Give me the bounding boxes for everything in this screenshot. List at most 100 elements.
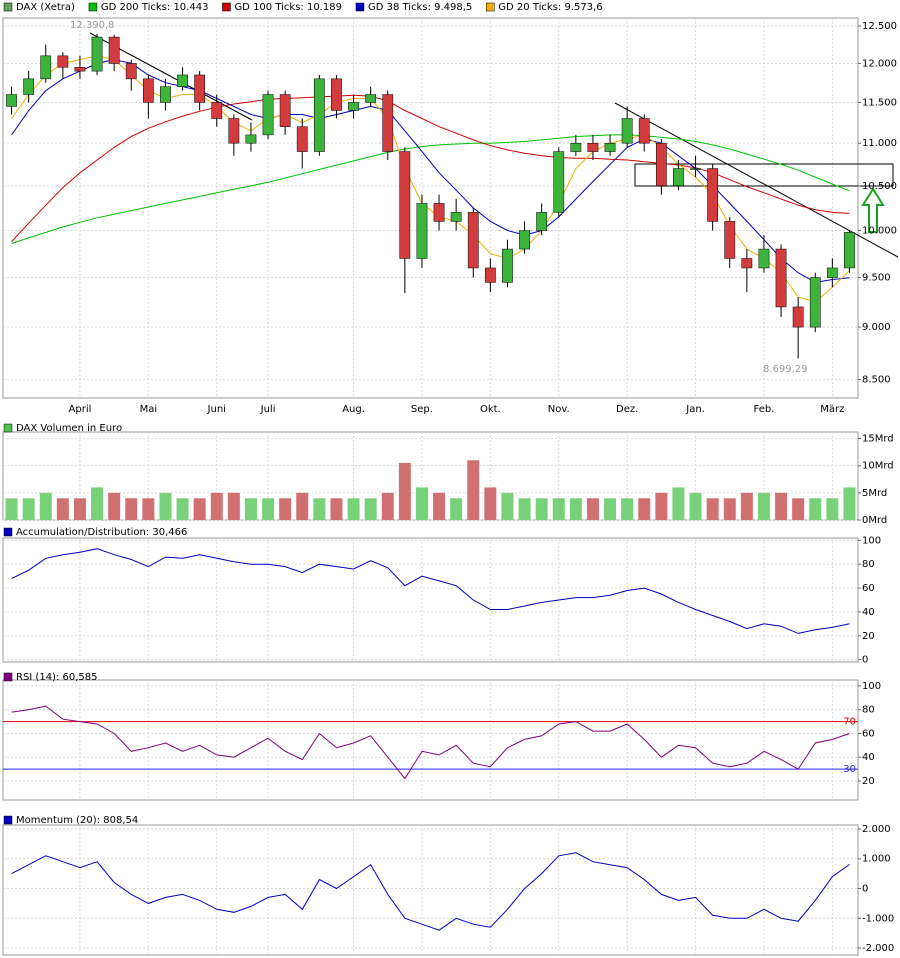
y-tick-label: 80 <box>862 705 875 716</box>
y-tick-label: 2.000 <box>862 824 891 835</box>
candle-body <box>775 248 787 308</box>
bar <box>843 487 856 520</box>
candle-body <box>638 118 650 144</box>
x-tick-label: Mai <box>140 404 158 415</box>
x-tick-label: Jan. <box>685 404 705 415</box>
y-tick-label: 9.500 <box>862 273 891 284</box>
candle-body <box>296 126 308 152</box>
bar <box>279 498 292 520</box>
legend-swatch <box>486 2 495 12</box>
legend-swatch <box>3 2 13 12</box>
legend-label: GD 200 Ticks: 10.443 <box>101 2 209 13</box>
annotation: 12.390,8 <box>70 20 115 31</box>
trend-line <box>614 102 899 258</box>
bar <box>244 498 257 520</box>
candle-body <box>707 168 719 222</box>
bar <box>296 492 309 520</box>
y-tick-label: 0 <box>862 655 868 666</box>
panel-frame <box>2 824 859 956</box>
y-tick-label: 60 <box>862 583 875 594</box>
bar <box>39 492 52 520</box>
candle-body <box>416 203 428 259</box>
candle-body <box>433 203 445 222</box>
bar <box>313 498 326 520</box>
candle-body <box>519 230 530 250</box>
bar <box>621 498 634 520</box>
candle-body <box>809 277 821 328</box>
candle-body <box>211 102 223 119</box>
bar <box>569 498 582 520</box>
bar <box>5 498 18 520</box>
candle-body <box>587 142 599 152</box>
reference-label: 30 <box>843 764 856 775</box>
bar <box>792 498 805 520</box>
y-tick-label: 100 <box>862 681 881 692</box>
legend-label: GD 20 Ticks: 9.573,6 <box>498 2 602 13</box>
candle-body <box>6 94 17 107</box>
bar <box>723 498 736 520</box>
candle-body <box>365 94 377 103</box>
line <box>11 134 850 244</box>
line <box>11 55 850 303</box>
candle-body <box>108 36 120 64</box>
candle-body <box>125 63 137 80</box>
y-tick-label: 10.500 <box>862 181 897 192</box>
candle-body <box>91 36 103 72</box>
legend-swatch <box>3 423 13 433</box>
bar <box>450 498 463 520</box>
bar <box>535 498 548 520</box>
line <box>11 548 850 634</box>
bar <box>381 492 394 520</box>
bar <box>22 498 35 520</box>
panel-frame <box>2 431 859 521</box>
bar <box>501 492 514 520</box>
bar <box>159 492 172 520</box>
candle-body <box>741 258 753 269</box>
y-tick-label: 60 <box>862 728 875 739</box>
bar <box>364 498 377 520</box>
y-tick-label: 10.000 <box>862 226 897 237</box>
reference-label: 70 <box>843 717 856 728</box>
candle-body <box>142 78 154 103</box>
candle-body <box>177 74 188 87</box>
candle-body <box>673 168 684 187</box>
bar <box>826 498 839 520</box>
candle-body <box>331 78 342 111</box>
panel-frame <box>2 17 859 399</box>
candle-body <box>40 55 52 80</box>
bar <box>193 498 206 520</box>
legend-swatch <box>3 672 13 682</box>
bar <box>415 487 428 520</box>
candle-body <box>194 74 206 103</box>
y-tick-label: 100 <box>862 535 881 546</box>
x-tick-label: Sep. <box>411 404 433 415</box>
bar <box>689 492 702 520</box>
candle-body <box>160 86 171 103</box>
bar <box>433 492 446 520</box>
y-tick-label: 0Mrd <box>862 515 887 526</box>
y-tick-label: 11.000 <box>862 138 897 149</box>
bar <box>757 492 770 520</box>
candle-body <box>467 212 479 269</box>
bar <box>740 492 753 520</box>
y-tick-label: 1.000 <box>862 854 891 865</box>
candle-body <box>484 267 496 283</box>
legend-label: DAX Volumen in Euro <box>16 423 122 434</box>
y-tick-label: 40 <box>862 752 875 763</box>
bar <box>809 498 822 520</box>
legend-label: Momentum (20): 808,54 <box>16 815 138 826</box>
bar <box>484 487 497 520</box>
x-tick-label: Okt. <box>480 404 501 415</box>
bar <box>142 498 155 520</box>
candle-body <box>348 102 359 111</box>
y-tick-label: 15Mrd <box>862 434 894 445</box>
candle-body <box>450 212 462 222</box>
y-tick-label: 9.000 <box>862 322 891 333</box>
bar <box>672 487 685 520</box>
bar <box>655 492 668 520</box>
candle-body <box>245 134 257 144</box>
candle-body <box>382 94 394 152</box>
legend-label: RSI (14): 60,585 <box>16 672 98 683</box>
candle-body <box>399 151 411 259</box>
